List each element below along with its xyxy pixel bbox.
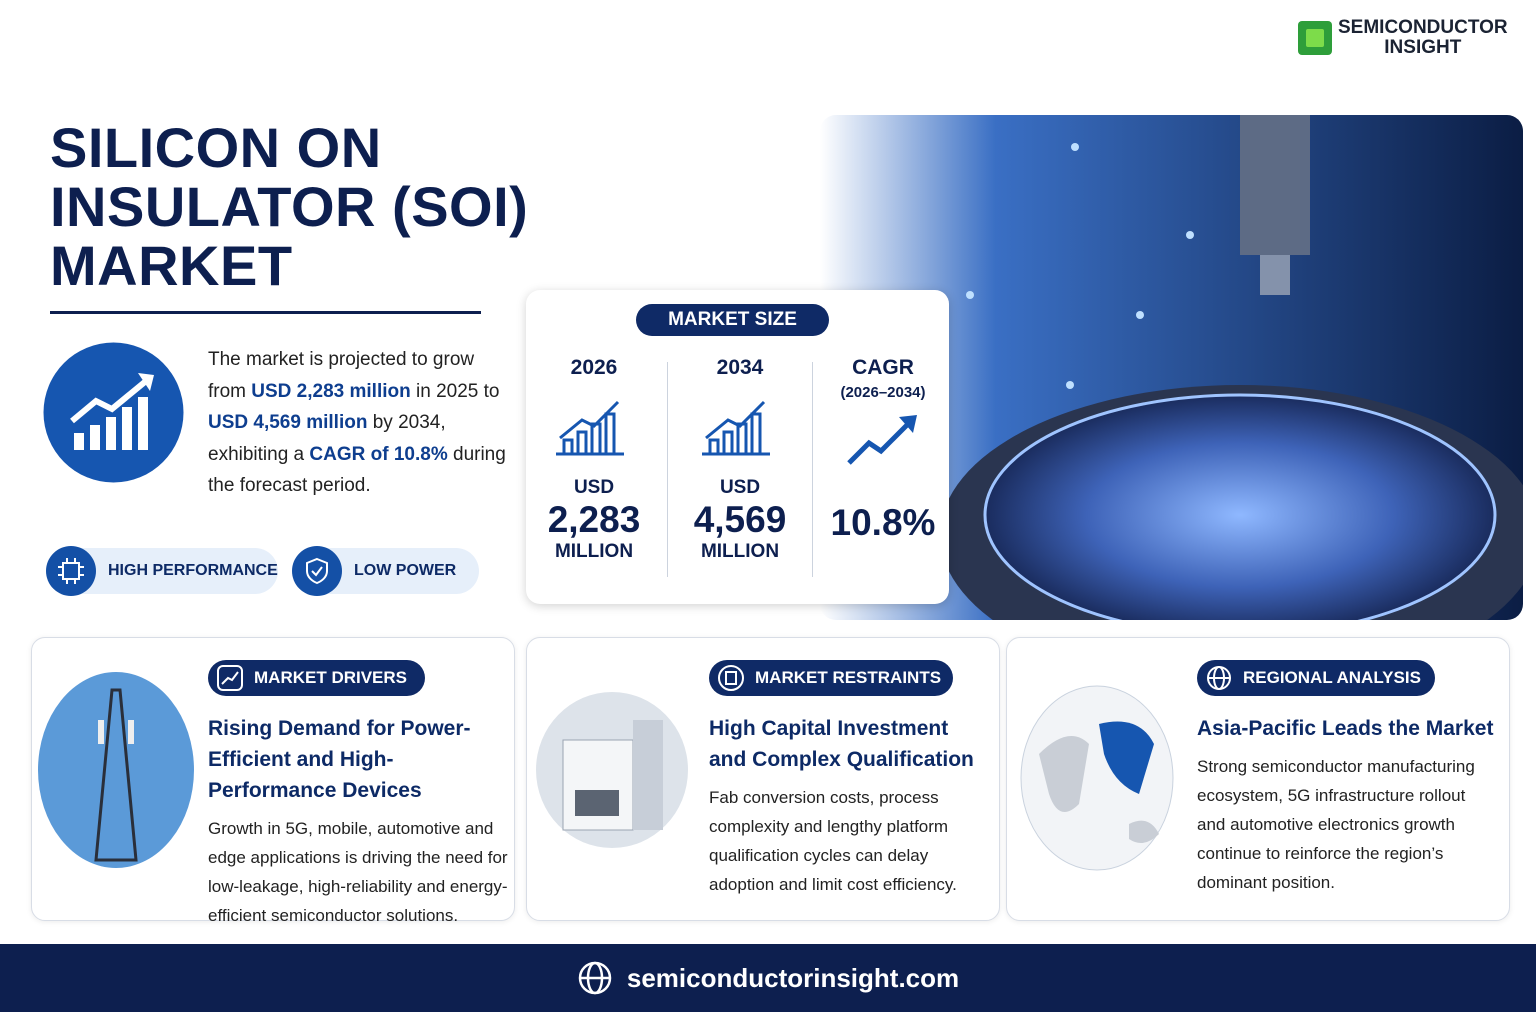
- divider: [50, 311, 481, 314]
- logo-icon: [1298, 21, 1332, 55]
- divider: [667, 362, 668, 577]
- scale: MILLION: [700, 541, 780, 562]
- map-image: [1020, 685, 1174, 871]
- globe-icon: [578, 961, 612, 995]
- summary-highlight: USD 4,569 million: [208, 412, 368, 433]
- badge: MARKET DRIVERS: [208, 660, 426, 696]
- scale: MILLION: [554, 541, 634, 562]
- fab-image: [536, 692, 688, 848]
- cagr-label: CAGR: [852, 356, 914, 379]
- title-line: MARKET: [50, 234, 293, 297]
- market-size-card: MARKET SIZE 2026 USD 2,283 MILLION 2034 …: [526, 290, 949, 604]
- card-heading: Rising Demand for Power-Efficient and Hi…: [208, 717, 471, 802]
- badge-text: REGIONAL ANALYSIS: [1243, 668, 1421, 687]
- card: REGIONAL ANALYSIS Asia-Pacific Leads the…: [1006, 637, 1510, 921]
- chart-icon: [702, 400, 770, 456]
- unit: USD: [573, 477, 615, 498]
- trend-icon: [847, 415, 917, 465]
- badge-text: MARKET RESTRAINTS: [755, 668, 942, 687]
- summary-text: during the forecast period.: [208, 443, 506, 497]
- value: 4,569: [693, 499, 787, 540]
- card: MARKET DRIVERS Rising Demand for Power-E…: [31, 637, 515, 925]
- card-body: Growth in 5G, mobile, automotive and edg…: [208, 819, 508, 925]
- card-body: Fab conversion costs, process complexity…: [709, 788, 957, 894]
- unit: USD: [719, 477, 761, 498]
- feature-pill: LOW POWER: [292, 546, 479, 596]
- value: 2,283: [547, 499, 641, 540]
- size-column: 2026 USD 2,283 MILLION: [524, 356, 664, 563]
- feature-label: HIGH PERFORMANCE: [108, 562, 278, 579]
- title-line: SILICON ON: [50, 116, 382, 179]
- footer: semiconductorinsight.com: [0, 944, 1536, 1012]
- card-body: Strong semiconductor manufacturing ecosy…: [1197, 757, 1475, 892]
- badge: MARKET SIZE: [636, 304, 829, 336]
- year: 2026: [570, 356, 618, 379]
- summary-text: The market is projected to grow from: [208, 349, 475, 402]
- summary-text: in 2025 to: [410, 380, 500, 402]
- card-heading: Asia-Pacific Leads the Market: [1197, 717, 1494, 740]
- feature-label: LOW POWER: [354, 562, 457, 579]
- divider: [812, 362, 813, 577]
- summary-text: by 2034, exhibiting a: [208, 412, 446, 465]
- badge: REGIONAL ANALYSIS: [1197, 660, 1435, 696]
- size-column: CAGR (2026–2034) 10.8%: [813, 356, 953, 544]
- title: SILICON ON INSULATOR (SOI) MARKET: [50, 118, 528, 295]
- badge: MARKET RESTRAINTS: [709, 660, 954, 696]
- period: (2026–2034): [840, 384, 926, 401]
- size-column: 2034 USD 4,569 MILLION: [670, 356, 810, 563]
- logo-text: INSIGHT: [1384, 37, 1462, 58]
- growth-icon: [43, 342, 184, 483]
- badge-text: MARKET DRIVERS: [254, 668, 408, 687]
- year: 2034: [716, 356, 764, 379]
- logo: SEMICONDUCTOR INSIGHT: [1296, 18, 1508, 58]
- feature-pill: HIGH PERFORMANCE: [46, 546, 278, 596]
- logo-text: SEMICONDUCTOR: [1338, 17, 1508, 38]
- value: 10.8%: [830, 502, 936, 543]
- card: MARKET RESTRAINTS High Capital Investmen…: [526, 637, 1000, 921]
- footer-url[interactable]: semiconductorinsight.com: [626, 962, 960, 993]
- summary-highlight: CAGR of 10.8%: [309, 443, 448, 465]
- title-line: INSULATOR (SOI): [50, 175, 529, 238]
- tower-image: [38, 672, 194, 868]
- summary-highlight: USD 2,283 million: [251, 380, 411, 402]
- card-heading: High Capital Investment and Complex Qual…: [709, 717, 974, 771]
- chart-icon: [556, 400, 624, 456]
- hero-image: [820, 115, 1523, 620]
- summary: The market is projected to grow from USD…: [208, 344, 508, 502]
